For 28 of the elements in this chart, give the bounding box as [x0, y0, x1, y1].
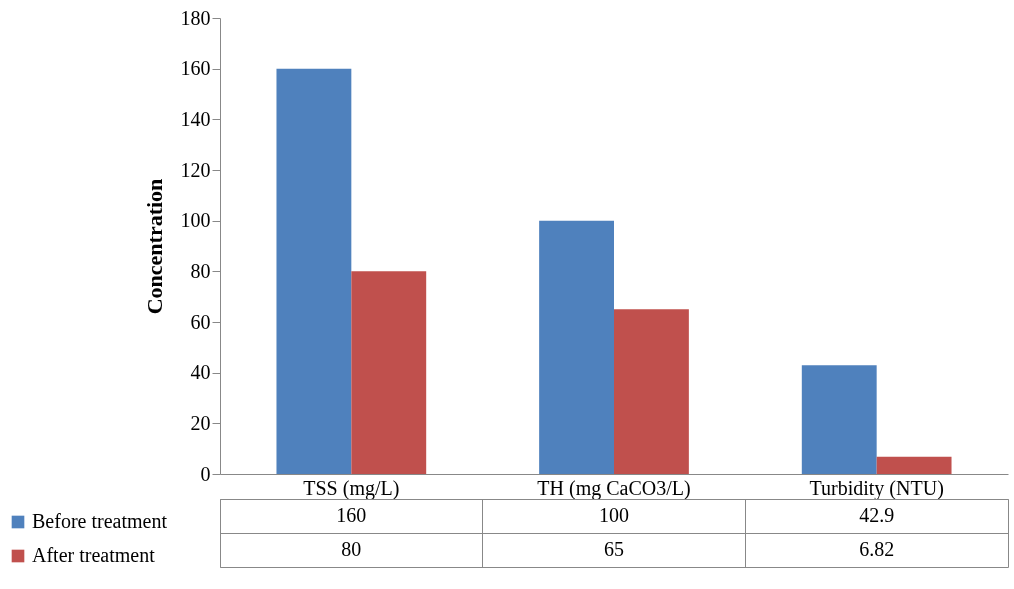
y-axis-title: Concentration — [141, 178, 167, 315]
data-label: 100 — [599, 504, 629, 526]
data-label: 160 — [336, 504, 367, 526]
legend-label: Before treatment — [32, 510, 168, 532]
y-tick-label: 80 — [190, 259, 211, 282]
data-label: 80 — [341, 538, 362, 560]
bar — [614, 309, 689, 474]
bar — [876, 456, 952, 474]
bar — [801, 365, 877, 474]
y-tick-label: 180 — [180, 6, 211, 29]
y-tick-label: 40 — [190, 361, 211, 384]
data-label: 42.9 — [859, 504, 895, 526]
y-tick-label: 160 — [180, 57, 211, 80]
y-tick-label: 100 — [180, 209, 211, 232]
y-tick-label: 0 — [200, 462, 211, 485]
x-tick-label: Turbidity (NTU) — [809, 476, 944, 500]
y-tick-label: 20 — [190, 411, 211, 434]
data-label: 6.82 — [859, 538, 895, 560]
y-tick-label: 120 — [180, 158, 211, 181]
bar — [539, 220, 614, 474]
y-tick-label: 140 — [180, 107, 211, 130]
data-label: 65 — [604, 538, 624, 560]
bar — [276, 68, 352, 474]
legend-label: After treatment — [32, 544, 156, 566]
bar — [351, 271, 427, 474]
x-tick-label: TH (mg CaCO3/L) — [537, 476, 691, 500]
y-tick-label: 60 — [190, 310, 211, 333]
x-tick-label: TSS (mg/L) — [303, 476, 400, 500]
